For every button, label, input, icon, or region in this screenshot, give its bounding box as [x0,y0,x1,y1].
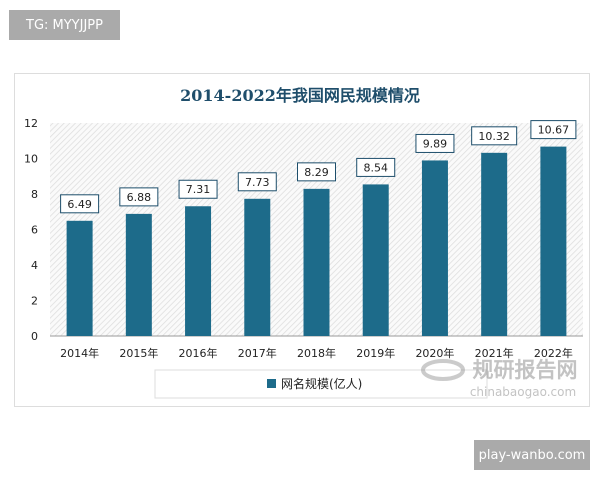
y-tick-label: 10 [24,153,38,166]
y-tick-label: 6 [31,224,38,237]
data-label: 7.31 [186,183,211,196]
x-tick-label: 2019年 [356,346,395,360]
y-tick-label: 0 [31,330,38,343]
x-tick-label: 2022年 [534,346,573,360]
watermark-top-left: TG: MYYJJPP [9,10,120,40]
x-tick-label: 2020年 [415,346,454,360]
y-tick-label: 12 [24,117,38,130]
logo-watermark: 规研报告网 chinabaogao.com [421,358,578,399]
bar [362,184,389,336]
y-tick-label: 8 [31,188,38,201]
data-label: 6.49 [67,198,92,211]
x-tick-label: 2018年 [297,346,336,360]
bar [421,160,448,336]
data-label-box [178,179,218,199]
data-label: 9.89 [423,137,448,150]
x-tick-label: 2015年 [119,346,158,360]
legend [154,369,488,399]
bar [540,146,567,336]
data-label-box [297,162,336,182]
data-label-box [530,120,577,140]
watermark-bottom-right: play-wanbo.com [474,440,590,470]
data-label-box [471,126,518,146]
bar [244,198,271,336]
x-tick-label: 2016年 [179,346,218,360]
data-label: 6.88 [127,191,152,204]
data-label: 10.32 [478,130,510,143]
data-label: 8.29 [304,166,329,179]
bar [303,188,330,336]
y-tick-label: 4 [31,259,38,272]
x-tick-label: 2014年 [60,346,99,360]
legend-swatch [267,379,276,388]
data-label-box [119,187,159,207]
y-tick-label: 2 [31,295,38,308]
bar [66,220,93,336]
data-label-box [60,194,100,214]
data-label: 8.54 [363,161,388,174]
data-label-box [415,133,455,153]
data-label: 10.67 [538,124,570,137]
x-tick-label: 2017年 [238,346,277,360]
x-tick-label: 2021年 [475,346,514,360]
legend-label: 网名规模(亿人) [281,376,362,391]
data-label-box [237,172,277,192]
bar [185,206,212,336]
data-label: 7.73 [245,176,270,189]
chart-title: 2014-2022年我国网民规模情况 [180,86,420,105]
svg-text:chinabaogao.com: chinabaogao.com [470,385,576,399]
bar [125,213,152,336]
chart-frame [14,73,590,407]
svg-text:规研报告网: 规研报告网 [473,358,578,382]
data-label-box [356,157,396,177]
bar [481,152,508,336]
